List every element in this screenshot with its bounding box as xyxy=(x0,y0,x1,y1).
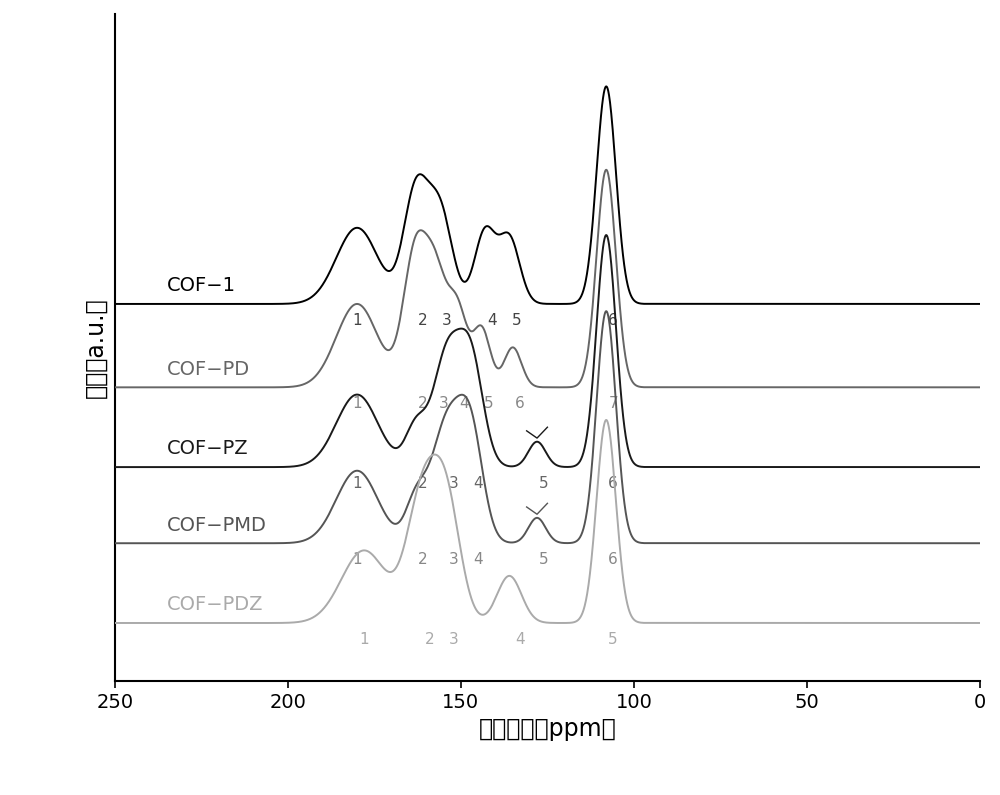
Text: COF−PZ: COF−PZ xyxy=(167,440,248,459)
Text: 5: 5 xyxy=(608,632,618,646)
Text: 4: 4 xyxy=(473,552,483,567)
Text: 6: 6 xyxy=(608,552,618,567)
Text: 2: 2 xyxy=(425,632,435,646)
Text: 5: 5 xyxy=(539,552,549,567)
Text: COF−PMD: COF−PMD xyxy=(167,515,267,534)
Text: 1: 1 xyxy=(352,312,362,328)
Text: 1: 1 xyxy=(359,632,369,646)
Text: 3: 3 xyxy=(439,396,448,411)
Text: 7: 7 xyxy=(608,396,618,411)
Text: COF−1: COF−1 xyxy=(167,276,236,295)
Text: 1: 1 xyxy=(352,552,362,567)
Text: 4: 4 xyxy=(460,396,469,411)
Text: 3: 3 xyxy=(449,632,459,646)
Text: 6: 6 xyxy=(608,475,618,491)
Text: COF−PDZ: COF−PDZ xyxy=(167,595,263,615)
Text: 4: 4 xyxy=(515,632,525,646)
Y-axis label: 强度（a.u.）: 强度（a.u.） xyxy=(84,297,108,398)
Text: 1: 1 xyxy=(352,396,362,411)
Text: 2: 2 xyxy=(418,475,428,491)
Text: 5: 5 xyxy=(484,396,493,411)
Text: 2: 2 xyxy=(418,312,428,328)
Text: 1: 1 xyxy=(352,475,362,491)
Text: 4: 4 xyxy=(473,475,483,491)
X-axis label: 化学位移（ppm）: 化学位移（ppm） xyxy=(479,717,616,742)
Text: 2: 2 xyxy=(418,552,428,567)
Text: 2: 2 xyxy=(418,396,428,411)
Text: COF−PD: COF−PD xyxy=(167,359,250,378)
Text: 3: 3 xyxy=(449,475,459,491)
Text: 6: 6 xyxy=(515,396,525,411)
Text: 6: 6 xyxy=(608,312,618,328)
Text: 3: 3 xyxy=(449,552,459,567)
Text: 3: 3 xyxy=(442,312,452,328)
Text: 4: 4 xyxy=(487,312,497,328)
Text: 5: 5 xyxy=(539,475,549,491)
Text: 5: 5 xyxy=(511,312,521,328)
